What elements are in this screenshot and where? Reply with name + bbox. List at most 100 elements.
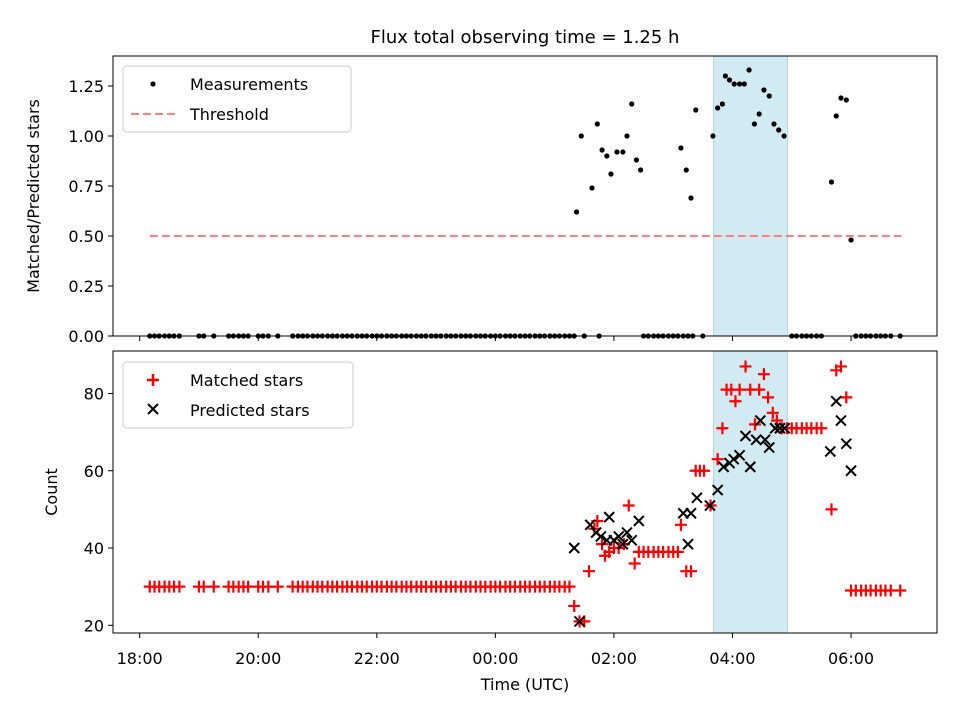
x-tick-label: 00:00: [472, 649, 518, 668]
matched-star-point: [674, 518, 687, 531]
top-axes-frame: [112, 55, 938, 337]
matched-star-point: [739, 360, 752, 373]
y-tick-label: 20: [84, 616, 104, 635]
predicted-star-point: [830, 395, 842, 407]
matched-star-point: [733, 383, 746, 396]
measurement-point: [843, 97, 849, 103]
measurement-point: [731, 81, 737, 87]
measurement-point: [751, 121, 758, 127]
measurement-point: [693, 107, 699, 113]
predicted-star-point: [711, 484, 724, 496]
legend-measurement-marker: [150, 81, 156, 87]
matched-star-point: [568, 599, 581, 612]
matched-star-point: [766, 406, 779, 419]
legend-predicted-stars: Predicted stars: [190, 401, 310, 420]
x-tick-label: 04:00: [709, 649, 755, 668]
legend-matched-marker: [147, 374, 159, 386]
measurement-point: [678, 145, 684, 151]
matched-star-point: [762, 391, 775, 404]
y-tick-label: 80: [84, 384, 104, 403]
legend-measurements: Measurements: [190, 75, 308, 94]
predicted-star-point: [704, 499, 716, 512]
top-measurement-points: [573, 67, 854, 243]
measurement-point: [726, 77, 733, 83]
y-tick-label: 0.25: [68, 277, 104, 296]
bottom-x-ticks: 18:00 20:00 22:00 00:00 02:00 04:00 06:00: [117, 633, 874, 668]
measurement-point: [573, 209, 580, 215]
measurement-point: [833, 113, 839, 119]
bottom-highlight-span: [713, 350, 789, 634]
matched-star-point: [753, 383, 766, 396]
predicted-star-point: [739, 430, 752, 442]
measurement-point: [629, 101, 635, 107]
matched-star-point: [716, 422, 729, 435]
measurement-point: [604, 153, 610, 159]
measurement-point: [719, 101, 726, 107]
x-tick-label: 20:00: [235, 649, 281, 668]
matched-star-point: [894, 584, 907, 597]
x-tick-label: 18:00: [117, 649, 163, 668]
measurement-point: [633, 157, 640, 163]
measurement-point: [683, 167, 689, 173]
y-tick-label: 1.00: [68, 127, 104, 146]
predicted-star-point: [568, 542, 580, 554]
y-tick-label: 60: [84, 462, 104, 481]
predicted-star-point: [763, 441, 775, 454]
matched-star-point: [840, 391, 853, 404]
predicted-star-point: [845, 465, 857, 477]
x-axis-label: Time (UTC): [480, 675, 569, 694]
predicted-stars-series: [568, 395, 857, 628]
matched-stars-series: [143, 360, 907, 628]
matched-star-point: [815, 422, 828, 435]
y-tick-label: 0.50: [68, 227, 104, 246]
chart-title: Flux total observing time = 1.25 h: [371, 27, 680, 48]
matched-star-point: [684, 565, 697, 578]
measurement-point: [624, 133, 630, 139]
predicted-star-point: [840, 438, 853, 450]
measurement-point: [781, 133, 787, 139]
predicted-star-point: [769, 422, 781, 434]
matched-star-point: [583, 565, 596, 578]
top-x-ticks: [139, 336, 852, 341]
measurement-point: [736, 81, 743, 87]
matched-star-point: [671, 545, 684, 558]
matched-star-point: [207, 580, 220, 593]
measurement-point: [828, 179, 835, 185]
matched-star-point: [628, 557, 641, 570]
predicted-star-point: [733, 449, 746, 462]
predicted-star-point: [617, 538, 629, 550]
measurement-point: [848, 237, 854, 243]
top-y-axis-label: Matched/Predicted stars: [24, 99, 43, 293]
predicted-star-point: [824, 445, 837, 458]
measurement-point: [589, 185, 595, 191]
measurement-point: [637, 167, 644, 173]
predicted-star-point: [573, 615, 586, 628]
bottom-y-axis-label: Count: [42, 468, 61, 516]
measurement-point: [771, 121, 777, 127]
measurement-point: [620, 149, 626, 155]
matched-star-point: [242, 580, 255, 593]
predicted-star-point: [685, 507, 697, 519]
predicted-star-point: [759, 434, 771, 446]
predicted-star-point: [778, 422, 791, 434]
predicted-star-point: [691, 492, 703, 504]
predicted-star-point: [750, 434, 762, 446]
y-tick-label: 1.25: [68, 77, 104, 96]
bottom-y-ticks: 20 40 60 80: [84, 384, 113, 635]
measurement-point: [594, 121, 600, 127]
matched-star-point: [698, 464, 711, 477]
bottom-legend: Matched stars Predicted stars: [122, 361, 354, 429]
measurement-point: [761, 87, 767, 93]
predicted-star-point: [612, 530, 625, 543]
matched-star-point: [757, 368, 770, 381]
predicted-star-point: [727, 453, 740, 465]
top-highlight-span: [713, 55, 789, 337]
predicted-star-point: [603, 511, 615, 523]
predicted-star-point: [682, 538, 694, 550]
y-tick-label: 40: [84, 539, 104, 558]
top-panel: 0.00 0.25 0.50 0.75 1.00 1.25 Matched/Predict…: [24, 55, 938, 346]
top-legend: Measurements Threshold: [122, 65, 352, 133]
predicted-star-point: [633, 515, 645, 527]
measurement-point: [578, 133, 584, 139]
matched-star-point: [173, 580, 186, 593]
